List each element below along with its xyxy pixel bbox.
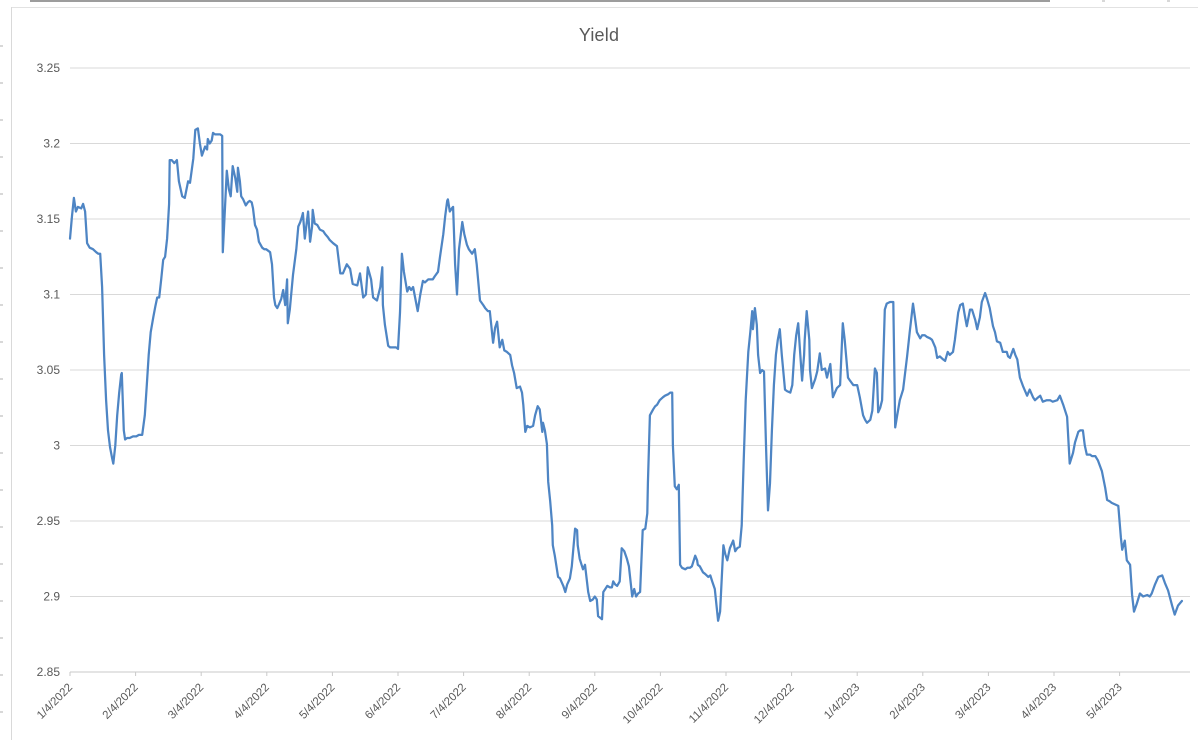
x-axis-tick-label: 11/4/2022 [687,682,731,726]
x-axis-tick-label: 10/4/2022 [621,682,666,727]
x-axis-tick-label: 6/4/2022 [363,682,403,722]
spreadsheet-row-border-line [30,0,1050,2]
y-axis-tick-label: 3.25 [37,61,61,75]
y-axis-tick-label: 3.15 [37,212,61,226]
x-axis-tick-label: 1/4/2023 [822,682,862,722]
y-axis-tick-label: 3.2 [43,137,60,151]
y-axis-tick-label: 3.1 [43,288,60,302]
x-axis-tick-label: 8/4/2022 [494,682,534,722]
x-axis-tick-label: 3/4/2022 [166,682,206,722]
y-axis-tick-label: 3.05 [37,363,61,377]
chart-title: Yield [578,25,620,45]
chart-border-left [11,7,12,740]
x-axis-tick-label: 2/4/2023 [888,682,928,722]
x-axis-tick-label: 4/4/2023 [1019,682,1059,722]
spreadsheet-row-gridline-ticks [0,10,3,740]
x-axis-tick-label: 1/4/2022 [35,682,75,722]
y-axis-tick-label: 2.85 [37,665,61,679]
y-axis-tick-label: 2.9 [43,590,60,604]
x-axis-tick-label: 3/4/2023 [953,682,993,722]
x-axis-tick-label: 4/4/2022 [232,682,272,722]
chart-border-top [11,7,1198,8]
x-axis-tick-label: 9/4/2022 [560,682,600,722]
x-axis-tick-label: 5/4/2022 [297,682,337,722]
yield-series-line [68,127,1184,622]
y-axis-tick-label: 3 [53,439,60,453]
x-axis-tick-label: 5/4/2023 [1085,682,1125,722]
y-axis-tick-label: 2.95 [37,514,61,528]
x-axis-tick-label: 12/4/2022 [752,682,797,727]
x-axis-tick-label: 2/4/2022 [101,682,141,722]
x-axis-tick-label: 7/4/2022 [429,682,469,722]
